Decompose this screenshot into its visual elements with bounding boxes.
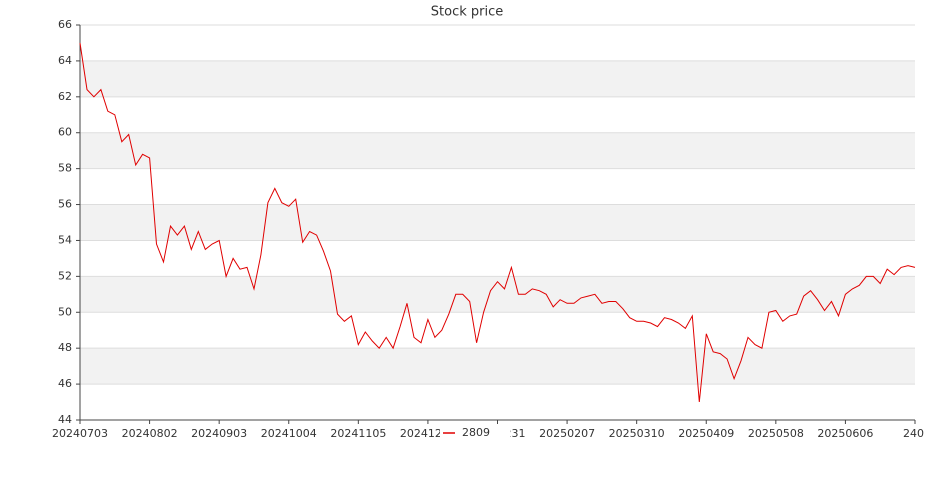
x-tick-label: 20250310 (609, 427, 665, 440)
x-tick-label: 20240703 (52, 427, 108, 440)
grid-band (80, 348, 915, 385)
x-tick-label: 20250207 (539, 427, 595, 440)
x-tick-label: 20241105 (330, 427, 386, 440)
y-tick-label: 54 (58, 233, 72, 246)
y-tick-label: 62 (58, 90, 72, 103)
x-tick-label: 20241004 (261, 427, 317, 440)
grid-band (80, 60, 915, 97)
grid-band (80, 204, 915, 241)
y-tick-label: 56 (58, 198, 72, 211)
y-tick-label: 48 (58, 341, 72, 354)
legend-label: 2809 (462, 426, 490, 439)
y-tick-label: 46 (58, 377, 72, 390)
price-line (79, 42, 916, 403)
y-tick-label: 58 (58, 162, 72, 175)
chart-title: Stock price (431, 5, 503, 20)
y-tick-label: 64 (58, 54, 72, 67)
x-tick-label: 20250409 (678, 427, 734, 440)
y-tick-label: 50 (58, 305, 72, 318)
grid-band (80, 132, 915, 169)
y-tick-label: 60 (58, 126, 72, 139)
y-tick-label: 52 (58, 269, 72, 282)
legend: 2809 (440, 424, 510, 442)
x-tick-label: 20240802 (122, 427, 178, 440)
y-tick-label: 66 (58, 18, 72, 31)
x-tick-label: 20250606 (817, 427, 873, 440)
x-tick-label: 20250508 (748, 427, 804, 440)
y-tick-label: 44 (58, 413, 72, 426)
legend-box (440, 424, 510, 442)
x-tick-label: 20240903 (191, 427, 247, 440)
x-tick-label: 240 (903, 427, 924, 440)
